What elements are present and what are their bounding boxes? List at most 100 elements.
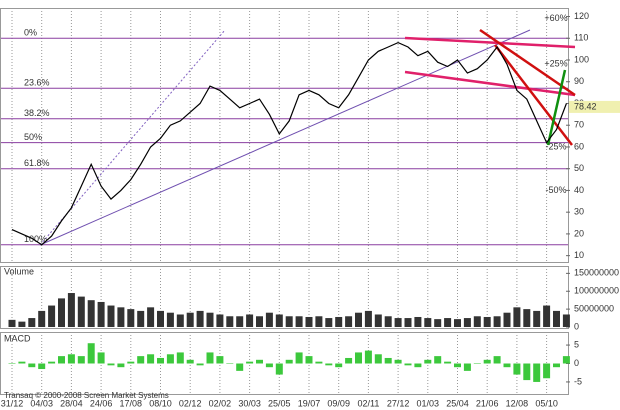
percent-label: -50%: [545, 185, 566, 195]
bar: [226, 316, 234, 327]
bar: [28, 363, 36, 368]
y-tick-label: 70: [574, 120, 584, 130]
bar: [384, 316, 392, 327]
bar: [394, 318, 402, 327]
bar: [543, 305, 551, 327]
panel-label: MACD: [4, 333, 31, 343]
x-tick-label: 27/12: [387, 398, 410, 408]
x-tick-label: 02/12: [179, 398, 202, 408]
bar: [137, 310, 145, 327]
bar: [77, 296, 85, 327]
x-tick-label: 25/04: [446, 398, 469, 408]
x-tick-label: 17/08: [120, 398, 143, 408]
bar: [226, 363, 234, 364]
y-tick-label: 110: [574, 33, 588, 43]
x-tick-label: 01/03: [417, 398, 440, 408]
trend-line: [404, 36, 576, 49]
price-tag-box: [569, 100, 620, 113]
x-tick-label: 08/10: [149, 398, 172, 408]
y-tick-label: 90: [574, 76, 584, 86]
bar: [315, 316, 323, 327]
y-tick-label: 150000000: [574, 268, 619, 278]
y-tick-label: 50000000: [574, 303, 614, 313]
bar: [285, 359, 293, 364]
bar: [256, 316, 263, 327]
y-tick-label: 0: [574, 358, 579, 368]
bar: [523, 309, 531, 327]
x-tick-label: 12/08: [506, 398, 529, 408]
bar: [374, 354, 382, 364]
bar: [404, 318, 412, 327]
bar: [236, 316, 244, 327]
bar: [305, 356, 313, 364]
bar: [523, 363, 531, 381]
bar: [562, 314, 570, 327]
bar: [414, 363, 422, 368]
bar: [355, 352, 362, 364]
bar: [533, 363, 541, 382]
fib-label: 23.6%: [24, 78, 50, 88]
bar: [414, 316, 422, 327]
bar: [463, 318, 471, 327]
trend-line: [479, 28, 576, 97]
bar: [364, 310, 372, 327]
bar: [127, 309, 135, 327]
channel-line: [39, 29, 226, 246]
volume-frame: [0, 266, 569, 329]
x-tick-label: 21/06: [476, 398, 499, 408]
bar: [216, 314, 224, 327]
bar: [345, 357, 353, 364]
price-tag: 78.42: [574, 101, 597, 111]
x-tick-label: 31/12: [1, 398, 24, 408]
bar: [157, 357, 164, 364]
bar: [18, 321, 26, 327]
bar: [513, 307, 521, 327]
y-tick-label: 120: [574, 11, 589, 21]
bar: [364, 350, 372, 364]
bar: [553, 363, 560, 368]
bar: [483, 359, 491, 364]
bar: [147, 307, 155, 327]
bar: [305, 316, 313, 327]
bar: [454, 363, 461, 368]
bar: [8, 363, 16, 364]
bar: [87, 343, 95, 364]
bar: [67, 354, 75, 364]
y-tick-label: 5: [574, 339, 579, 349]
bar: [463, 363, 471, 371]
bar: [117, 307, 125, 327]
bar: [335, 363, 343, 368]
bar: [533, 310, 541, 327]
bar: [275, 363, 283, 375]
bar: [424, 318, 432, 327]
x-tick-label: 19/07: [298, 398, 321, 408]
bar: [196, 363, 204, 366]
bar: [176, 352, 184, 364]
bar: [374, 314, 382, 327]
x-tick-label: 25/05: [268, 398, 291, 408]
y-tick-label: 100: [574, 54, 589, 64]
bar: [58, 298, 65, 327]
bar: [265, 363, 273, 368]
bar: [117, 363, 125, 368]
bar: [325, 363, 333, 366]
bar: [67, 293, 75, 327]
bar: [345, 316, 353, 327]
bar: [493, 316, 501, 327]
trend-lines: [39, 28, 576, 246]
fib-label: 38.2%: [24, 108, 50, 118]
bar: [454, 319, 461, 327]
bar: [315, 361, 323, 364]
bar: [176, 314, 184, 327]
bar: [503, 363, 511, 368]
panel-label: Volume: [4, 266, 34, 276]
bar: [473, 316, 481, 327]
bar: [48, 305, 56, 327]
bar: [206, 312, 214, 327]
bar: [38, 310, 46, 327]
bar: [384, 357, 392, 364]
x-tick-label: 05/10: [535, 398, 558, 408]
y-tick-label: -5: [574, 376, 582, 386]
bar: [275, 314, 283, 327]
